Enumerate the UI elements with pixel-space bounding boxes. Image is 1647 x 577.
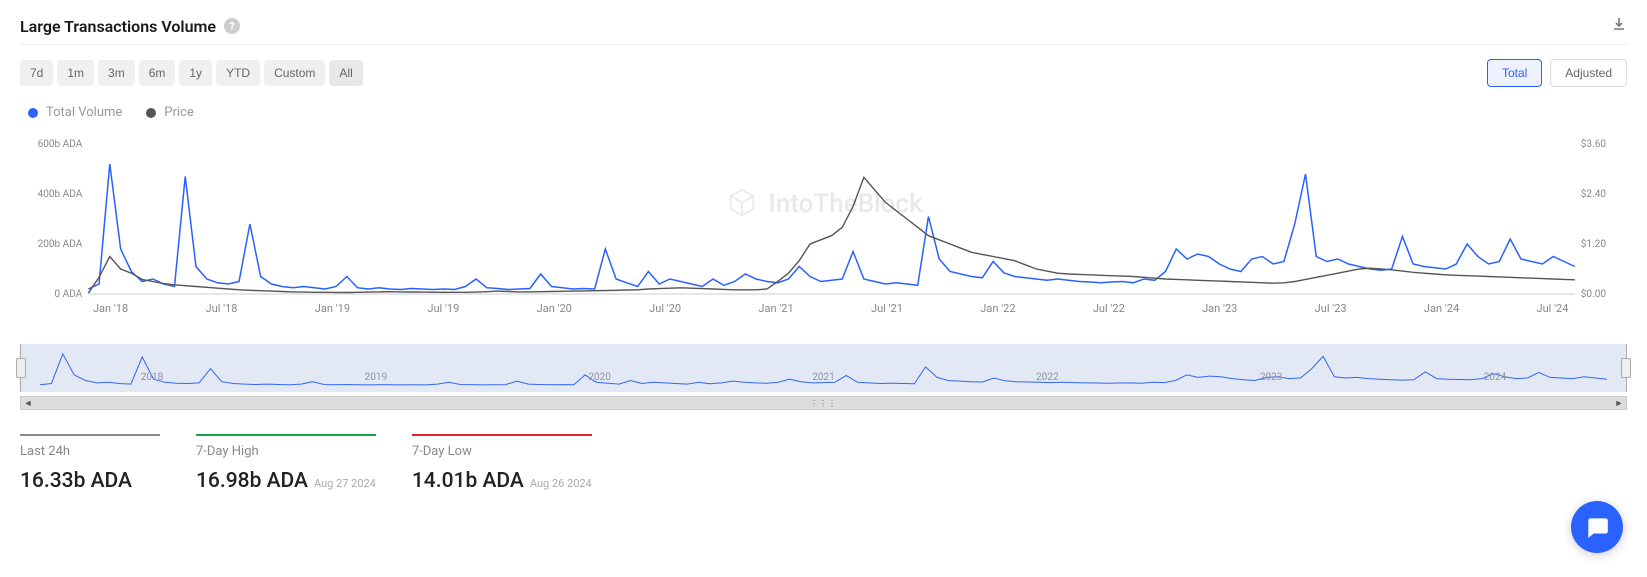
stat-label: 7-Day High: [196, 444, 376, 459]
range-btn-custom[interactable]: Custom: [264, 60, 325, 86]
stat-label: 7-Day Low: [412, 444, 592, 459]
legend-dot: [146, 108, 156, 118]
svg-text:$2.40: $2.40: [1581, 187, 1607, 200]
svg-text:Jan '24: Jan '24: [1424, 302, 1459, 315]
range-buttons: 7d1m3m6m1yYTDCustomAll: [20, 60, 363, 86]
navigator-selection: [20, 344, 1627, 392]
svg-text:$3.60: $3.60: [1581, 137, 1607, 150]
range-btn-all[interactable]: All: [329, 60, 362, 86]
scroll-track[interactable]: ⋮⋮⋮: [35, 399, 1612, 407]
scroll-right-icon[interactable]: ►: [1612, 396, 1626, 410]
stats-row: Last 24h 16.33b ADA 7-Day High 16.98b ADA Au…: [20, 434, 1627, 493]
legend-item[interactable]: Total Volume: [28, 105, 122, 120]
svg-text:Jan '22: Jan '22: [980, 302, 1015, 315]
divider: [20, 44, 1627, 45]
stat-label: Last 24h: [20, 444, 160, 459]
chart-svg: 0 ADA 200b ADA 400b ADA 600b ADA $0.00 $1.20 $…: [20, 134, 1627, 334]
legend-row: Total Volume Price: [20, 105, 1627, 120]
svg-text:Jul '24: Jul '24: [1537, 302, 1569, 315]
stat-date: Aug 26 2024: [530, 477, 592, 490]
svg-text:$0.00: $0.00: [1581, 287, 1607, 300]
range-btn-3m[interactable]: 3m: [98, 60, 135, 86]
stat-card: 7-Day High 16.98b ADA Aug 27 2024: [196, 434, 376, 493]
stat-value-row: 16.33b ADA: [20, 469, 160, 493]
mode-buttons: Total Adjusted: [1487, 59, 1627, 87]
stat-value: 16.33b ADA: [20, 469, 132, 493]
svg-text:Jul '23: Jul '23: [1315, 302, 1347, 315]
title-group: Large Transactions Volume ?: [20, 17, 240, 36]
stat-card: Last 24h 16.33b ADA: [20, 434, 160, 493]
svg-text:Jul '18: Jul '18: [206, 302, 238, 315]
svg-text:200b ADA: 200b ADA: [38, 239, 83, 250]
navigator-handle-left[interactable]: [16, 358, 26, 378]
svg-text:Jan '20: Jan '20: [537, 302, 572, 315]
navigator-scrollbar[interactable]: ◄ ⋮⋮⋮ ►: [20, 396, 1627, 410]
legend-label: Price: [164, 105, 193, 120]
stat-date: Aug 27 2024: [314, 477, 376, 490]
range-btn-7d[interactable]: 7d: [20, 60, 53, 86]
svg-text:Jan '18: Jan '18: [93, 302, 128, 315]
range-btn-1y[interactable]: 1y: [179, 60, 212, 86]
stat-value-row: 14.01b ADA Aug 26 2024: [412, 469, 592, 493]
svg-text:0 ADA: 0 ADA: [55, 289, 83, 300]
navigator[interactable]: 2018201920202021202220232024: [20, 344, 1627, 392]
stat-value: 16.98b ADA: [196, 469, 308, 493]
svg-text:400b ADA: 400b ADA: [38, 189, 83, 200]
svg-text:Jul '20: Jul '20: [649, 302, 681, 315]
range-btn-ytd[interactable]: YTD: [216, 60, 260, 86]
svg-text:Jul '19: Jul '19: [427, 302, 459, 315]
download-icon[interactable]: [1611, 16, 1627, 36]
legend-item[interactable]: Price: [146, 105, 193, 120]
range-btn-1m[interactable]: 1m: [57, 60, 94, 86]
legend-label: Total Volume: [46, 105, 122, 120]
navigator-handle-right[interactable]: [1621, 358, 1631, 378]
controls-row: 7d1m3m6m1yYTDCustomAll Total Adjusted: [20, 59, 1627, 87]
svg-text:Jan '21: Jan '21: [758, 302, 793, 315]
scroll-left-icon[interactable]: ◄: [21, 396, 35, 410]
svg-text:Jul '21: Jul '21: [871, 302, 903, 315]
stat-card: 7-Day Low 14.01b ADA Aug 26 2024: [412, 434, 592, 493]
svg-text:Jul '22: Jul '22: [1093, 302, 1125, 315]
main-chart[interactable]: IntoTheBlock 0 ADA200b ADA400b ADA600b A…: [20, 134, 1627, 334]
legend-dot: [28, 108, 38, 118]
range-btn-6m[interactable]: 6m: [139, 60, 176, 86]
help-icon[interactable]: ?: [224, 18, 240, 34]
svg-text:600b ADA: 600b ADA: [38, 139, 83, 150]
stat-value-row: 16.98b ADA Aug 27 2024: [196, 469, 376, 493]
chat-icon: [1584, 514, 1610, 540]
mode-btn-adjusted[interactable]: Adjusted: [1550, 59, 1627, 87]
stat-value: 14.01b ADA: [412, 469, 524, 493]
page-title: Large Transactions Volume: [20, 17, 216, 36]
mode-btn-total[interactable]: Total: [1487, 59, 1542, 87]
chat-button[interactable]: [1571, 501, 1623, 553]
svg-text:Jan '23: Jan '23: [1202, 302, 1237, 315]
svg-text:Jan '19: Jan '19: [315, 302, 350, 315]
header: Large Transactions Volume ?: [20, 16, 1627, 36]
svg-text:$1.20: $1.20: [1581, 237, 1607, 250]
